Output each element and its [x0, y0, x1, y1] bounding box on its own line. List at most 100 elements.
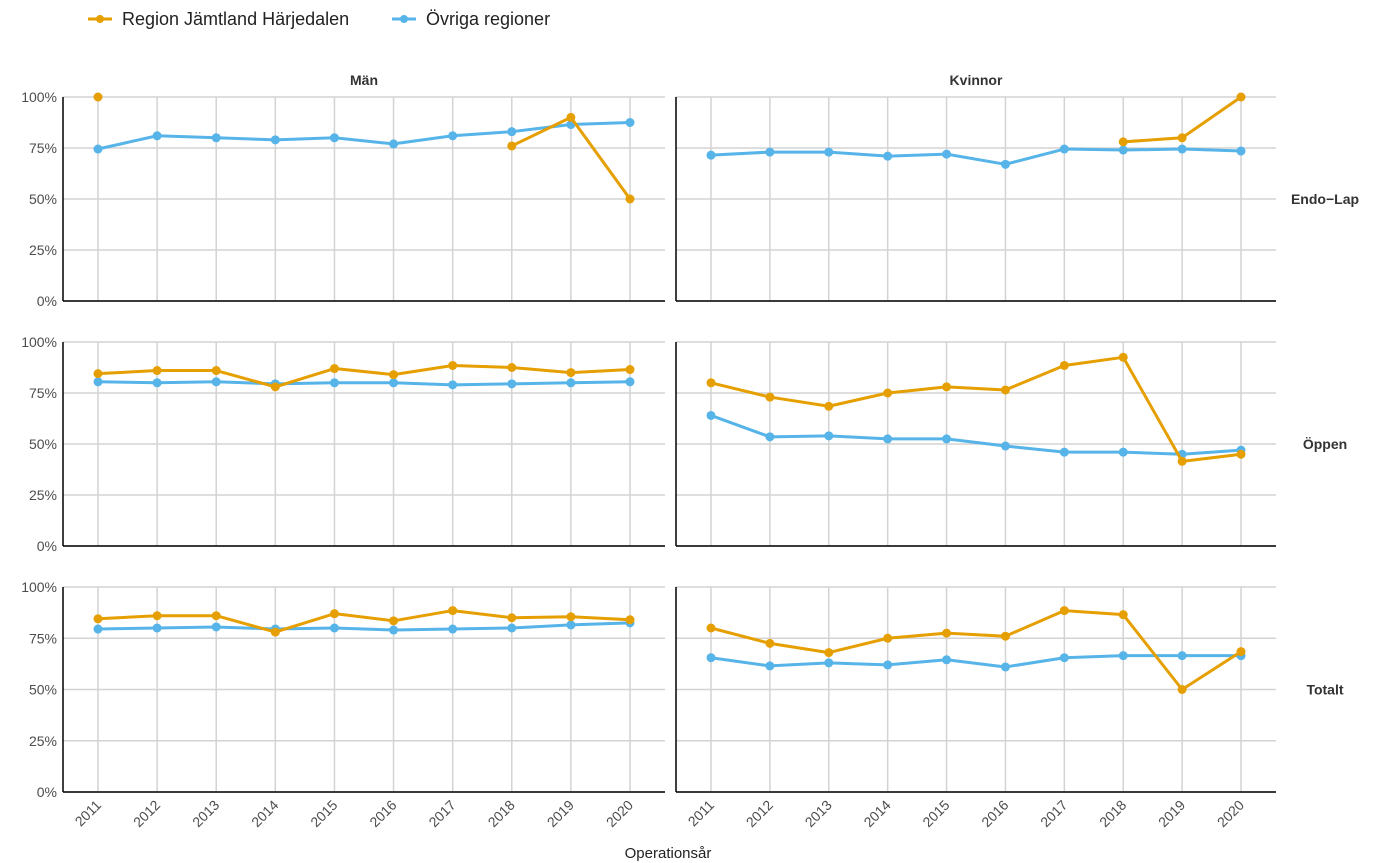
data-point	[1059, 653, 1069, 663]
data-point	[1059, 606, 1069, 616]
data-point	[507, 127, 517, 137]
data-point	[211, 366, 221, 376]
legend-label: Övriga regioner	[426, 9, 550, 29]
x-tick-label: 2019	[1155, 797, 1188, 830]
facet-label-row: Öppen	[1303, 436, 1347, 452]
data-point	[625, 365, 635, 375]
data-point	[507, 623, 517, 633]
data-point	[883, 660, 893, 670]
data-point	[152, 623, 162, 633]
data-point	[507, 613, 517, 623]
data-point	[329, 609, 339, 619]
facet-label-row: Endo−Lap	[1291, 191, 1359, 207]
y-tick-label: 25%	[29, 242, 57, 258]
x-tick-label: 2011	[685, 797, 718, 830]
data-point	[1000, 159, 1010, 169]
series	[706, 651, 1246, 672]
series	[706, 606, 1246, 694]
data-point	[625, 194, 635, 204]
data-point	[1000, 385, 1010, 395]
facet-label-col: Kvinnor	[950, 72, 1003, 88]
series	[93, 606, 635, 637]
panel: 2011 2012 2013 2014 2015 2016 2017 2018 2019 2020	[675, 586, 1276, 830]
data-point	[152, 131, 162, 141]
data-point	[270, 627, 280, 637]
series	[706, 352, 1246, 466]
data-point	[566, 378, 576, 388]
data-point	[625, 615, 635, 625]
series	[93, 92, 635, 204]
series-line	[97, 621, 631, 632]
data-point	[211, 377, 221, 387]
data-point	[389, 370, 399, 380]
legend-swatch-point	[96, 15, 104, 23]
data-point	[1177, 651, 1187, 661]
data-point	[152, 378, 162, 388]
data-point	[1177, 133, 1187, 143]
data-point	[93, 624, 103, 634]
facet-label-col: Män	[350, 72, 378, 88]
data-point	[942, 434, 952, 444]
data-point	[211, 133, 221, 143]
x-tick-label: 2017	[1037, 797, 1070, 830]
y-tick-label: 75%	[29, 385, 57, 401]
x-tick-label: 2017	[425, 797, 458, 830]
data-point	[1000, 441, 1010, 451]
data-point	[824, 431, 834, 441]
data-point	[1059, 360, 1069, 370]
data-point	[1059, 144, 1069, 154]
x-axis-title: Operationsår	[625, 845, 712, 862]
data-point	[448, 624, 458, 634]
data-point	[507, 363, 517, 372]
legend: Region Jämtland Härjedalen Övriga region…	[88, 9, 550, 29]
x-tick-label: 2020	[603, 797, 636, 830]
panel	[675, 92, 1276, 302]
series	[706, 410, 1246, 459]
data-point	[448, 380, 458, 390]
x-tick-label: 2019	[544, 797, 577, 830]
data-point	[389, 616, 399, 626]
data-point	[1118, 352, 1128, 362]
x-tick-label: 2020	[1214, 797, 1247, 830]
data-point	[824, 401, 834, 411]
data-point	[942, 382, 952, 392]
data-point	[942, 628, 952, 638]
panel	[675, 341, 1276, 547]
y-tick-label: 0%	[37, 293, 57, 309]
y-tick-label: 0%	[37, 784, 57, 800]
data-point	[566, 112, 576, 122]
data-point	[93, 377, 103, 387]
data-point	[625, 377, 635, 387]
y-tick-label: 75%	[29, 630, 57, 646]
data-point	[942, 655, 952, 665]
data-point	[765, 661, 775, 671]
series	[706, 144, 1246, 169]
series-line	[97, 363, 631, 389]
series	[93, 360, 635, 392]
data-point	[765, 432, 775, 442]
panel: 0% 25% 50% 75% 100% 2011 2012 2013 2014 2015 2016 2…	[21, 579, 665, 830]
data-point	[329, 364, 339, 374]
data-point	[1236, 146, 1246, 156]
data-point	[1177, 144, 1187, 154]
x-tick-label: 2014	[248, 797, 281, 830]
data-point	[765, 638, 775, 648]
data-point	[625, 118, 635, 127]
legend-swatch-point	[400, 15, 408, 23]
x-tick-label: 2012	[743, 797, 776, 830]
series	[93, 118, 635, 154]
data-point	[566, 620, 576, 630]
x-tick-label: 2016	[366, 797, 399, 830]
data-point	[1236, 92, 1246, 102]
data-point	[706, 378, 716, 388]
data-point	[93, 92, 103, 102]
data-point	[1177, 456, 1187, 466]
x-tick-label: 2016	[978, 797, 1011, 830]
series-line	[710, 609, 1242, 691]
x-tick-label: 2012	[130, 797, 163, 830]
x-tick-label: 2011	[72, 797, 105, 830]
data-point	[270, 382, 280, 392]
x-tick-label: 2018	[1096, 797, 1129, 830]
y-tick-label: 100%	[21, 579, 57, 595]
data-point	[1000, 631, 1010, 641]
